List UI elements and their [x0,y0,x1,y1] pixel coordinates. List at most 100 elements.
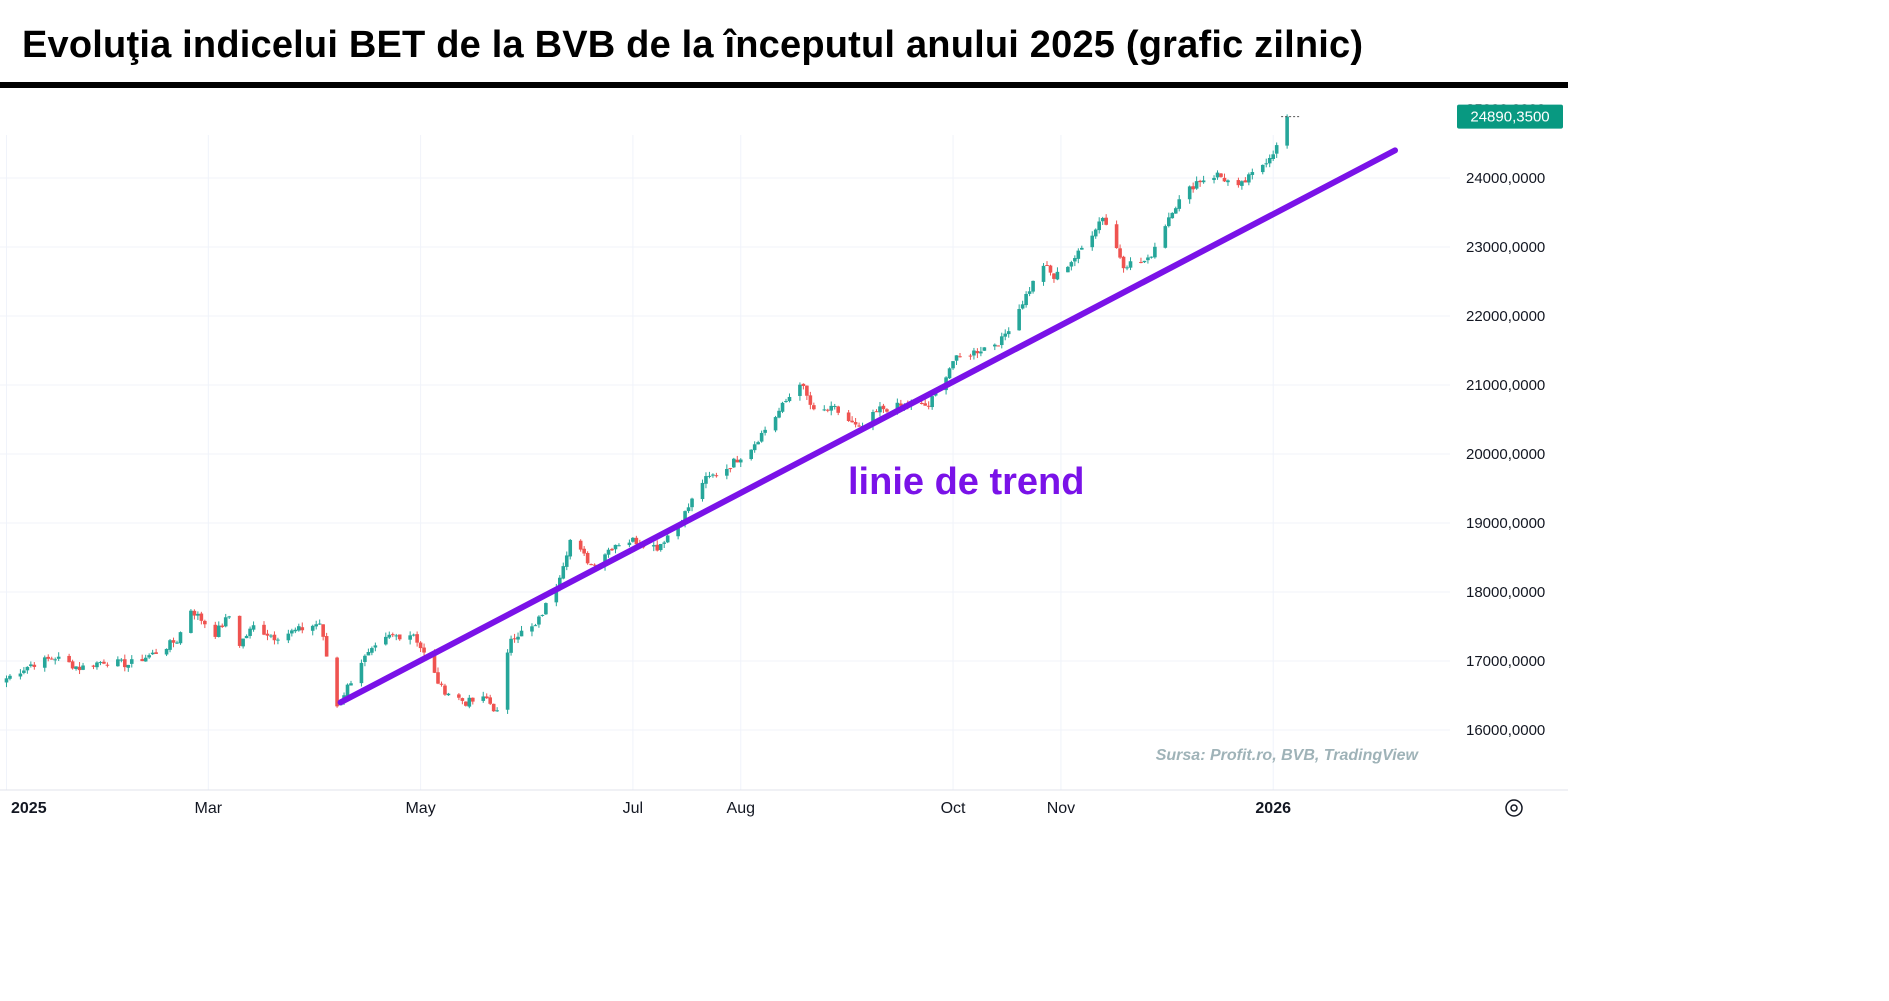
candle [464,701,468,707]
candle [488,694,492,706]
last-price-tag-label: 24890,3500 [1470,109,1549,126]
candle-body [422,647,426,653]
candle-body [763,429,767,433]
candle-body [491,703,496,712]
candle-body [1226,180,1230,183]
candle [213,621,218,639]
candle [1173,206,1178,214]
candle-body [123,659,127,668]
candle-body [895,402,900,412]
candle-body [67,655,71,663]
candle-body [832,405,837,407]
candle-body [237,615,242,646]
candle-body [196,613,200,616]
candle [1076,248,1081,264]
candle [1153,242,1157,259]
candle-body [665,535,670,543]
candle-body [143,657,148,662]
candle-body [175,642,179,644]
candle [756,440,760,445]
candle [199,611,204,625]
candle [1118,244,1122,259]
candle [627,539,632,548]
candle-body [1121,256,1126,269]
candle [290,628,294,637]
candle-body [1100,218,1105,222]
candle [251,621,256,632]
candle [1146,254,1150,264]
candle [77,662,82,675]
candle-body [923,403,927,406]
candle-body [850,420,854,423]
candle-body [4,678,9,683]
candle-body [32,664,37,667]
candle [568,538,573,560]
candle-body [617,545,621,547]
candle [422,643,426,657]
candle [1226,179,1230,186]
candle-body [1020,304,1025,309]
candle [853,417,858,428]
candle-body [725,468,729,476]
candle [1167,212,1171,228]
candle [74,666,78,671]
candle-body [373,645,378,648]
candle-body [1247,174,1251,183]
candle [1097,217,1101,234]
candle-body [446,693,451,696]
candle-body [1024,293,1028,306]
candle [850,416,854,423]
y-tick-label: 24000,0000 [1466,170,1545,187]
candle-body [930,396,934,408]
candle [269,634,273,639]
candle [857,422,861,428]
candle-body [996,345,1001,347]
candle-body [432,652,437,673]
candle [1055,267,1060,281]
candle-body [460,698,465,701]
candle [1236,177,1241,188]
candle-body [926,405,931,407]
candle [738,458,743,468]
candle [1222,173,1227,183]
candle-body [982,347,987,351]
candle-body [74,666,78,669]
candle [366,648,371,656]
candle-body [540,614,545,616]
candle-body [1128,261,1133,268]
candle [773,415,778,433]
candle [582,546,586,556]
candle-body [1285,116,1289,146]
candle [276,637,280,645]
candle-body [728,468,733,470]
candle [1031,280,1035,294]
candle [1104,214,1108,226]
candle-body [857,425,861,427]
candle-body [505,652,510,710]
candle-body [335,657,339,707]
candle-body [1240,181,1244,186]
candle-body [42,657,47,668]
candle-body [1003,333,1008,337]
candle [1048,264,1053,276]
candle [4,675,9,688]
candle [147,653,151,659]
candle-body [1006,331,1011,335]
price-chart[interactable]: linie de trend 16000,0000 17000,0000 18000… [0,0,1568,831]
candle-body [1264,163,1269,165]
x-axis: 2025 Mar May Jul Aug Oct Nov 2026 [0,789,1568,817]
candle [777,407,781,419]
candle-body [1118,248,1122,258]
candle [707,471,712,479]
candle-body [1080,247,1084,250]
gear-icon[interactable] [1505,799,1523,817]
candle [53,657,57,665]
candle [728,467,733,473]
candle [530,623,534,637]
candle [505,649,510,714]
candle-body [95,662,99,668]
y-tick-label: 23000,0000 [1466,239,1545,256]
candle [321,624,325,641]
candle [631,537,635,543]
candle [418,641,423,652]
